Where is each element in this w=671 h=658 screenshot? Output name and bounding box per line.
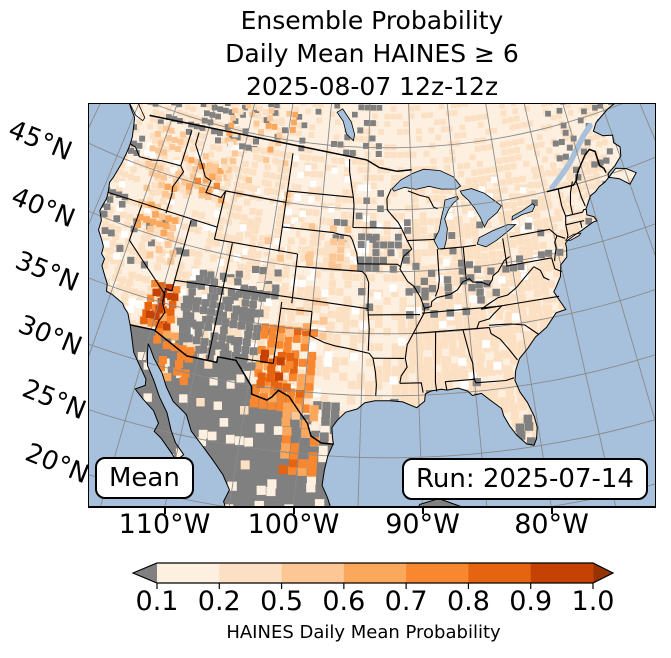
lat-tick-label: 25°N xyxy=(17,373,91,427)
lake xyxy=(511,203,536,221)
lat-tick-label: 40°N xyxy=(6,181,80,235)
colorbar-label: HAINES Daily Mean Probability xyxy=(226,622,501,643)
lat-tick-label: 30°N xyxy=(13,309,87,363)
colorbar-under-arrow xyxy=(133,563,157,583)
lon-tick-mark xyxy=(292,508,295,514)
lake xyxy=(336,108,356,142)
colorbar-tick-value: 0.9 xyxy=(509,586,553,617)
title-line-1: Ensemble Probability xyxy=(240,6,504,35)
country-borders xyxy=(129,114,607,445)
title-line-3: 2025-08-07 12z-12z xyxy=(245,72,499,101)
lat-tick-label: 45°N xyxy=(3,114,77,168)
lon-tick-label: 80°W xyxy=(514,509,589,540)
lon-tick-mark xyxy=(550,508,553,514)
st-lawrence-river xyxy=(549,123,593,191)
colorbar-over-arrow xyxy=(593,563,613,583)
colorbar-segment xyxy=(219,563,283,583)
colorbar-segment xyxy=(281,563,345,583)
lake xyxy=(391,168,462,192)
run-date-badge: Run: 2025-07-14 xyxy=(402,458,648,500)
lat-tick-label: 20°N xyxy=(20,437,94,491)
statistic-badge: Mean xyxy=(95,457,194,499)
title-line-2: Daily Mean HAINES ≥ 6 xyxy=(225,39,519,68)
lon-tick-label: 90°W xyxy=(385,509,460,540)
map-plot-area xyxy=(0,0,671,619)
long-island-coast xyxy=(564,232,582,241)
colorbar xyxy=(131,562,615,589)
colorbar-segment xyxy=(157,563,220,583)
colorbar-tick-value: 0.7 xyxy=(384,586,428,617)
lon-tick-label: 100°W xyxy=(247,509,340,540)
us-probability-map xyxy=(0,0,671,619)
lat-tick-label: 35°N xyxy=(10,245,84,299)
state-borders xyxy=(107,130,586,396)
chart-title: Ensemble Probability Daily Mean HAINES ≥… xyxy=(88,4,656,103)
colorbar-tick-value: 1.0 xyxy=(571,586,615,617)
colorbar-segment xyxy=(468,563,532,583)
colorbar-segment xyxy=(343,563,407,583)
lon-tick-label: 110°W xyxy=(118,509,211,540)
colorbar-segment xyxy=(406,563,469,583)
colorbar-tick-value: 0.1 xyxy=(135,586,179,617)
colorbar-segment xyxy=(530,563,594,583)
lake xyxy=(459,188,502,228)
colorbar-tick-value: 0.6 xyxy=(322,586,366,617)
lon-tick-mark xyxy=(421,508,424,514)
colorbar-tick-value: 0.5 xyxy=(260,586,304,617)
coastline xyxy=(97,0,643,571)
lon-tick-mark xyxy=(163,508,166,514)
colorbar-tick-value: 0.8 xyxy=(446,586,490,617)
colorbar-tick-value: 0.2 xyxy=(197,586,241,617)
